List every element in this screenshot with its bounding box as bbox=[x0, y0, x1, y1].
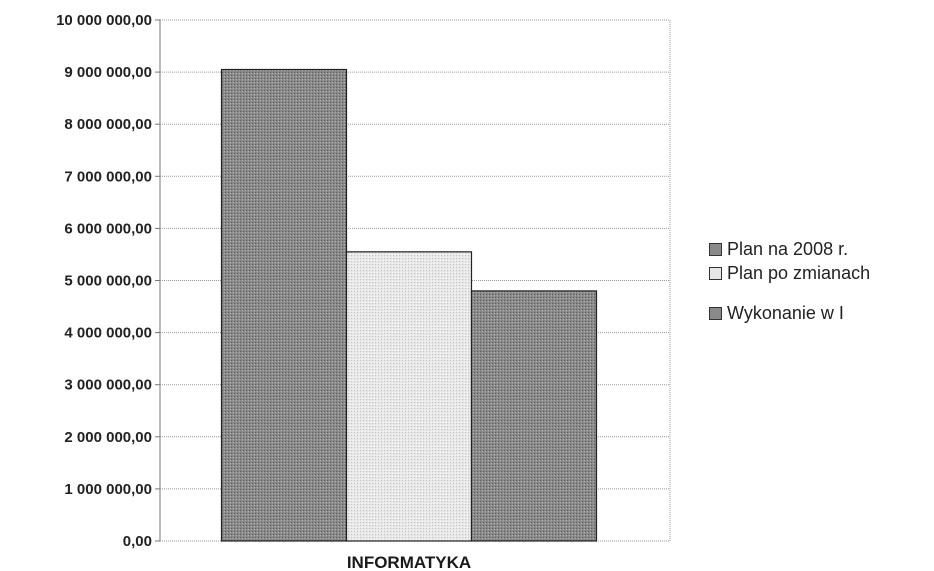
bar-2 bbox=[345, 251, 473, 542]
y-tick-label: 9 000 000,00 bbox=[64, 64, 152, 81]
legend-swatch-dark-icon bbox=[709, 306, 722, 320]
y-tick-label: 7 000 000,00 bbox=[64, 168, 152, 185]
bars bbox=[220, 68, 598, 542]
y-tick-label: 0,00 bbox=[123, 533, 152, 550]
legend-item-plan-2008: Plan na 2008 r. bbox=[709, 237, 934, 261]
legend-item-plan-po-zmianach: Plan po zmianach bbox=[709, 261, 934, 285]
y-tick-labels: 0,00 1 000 000,00 2 000 000,00 3 000 000,00… bbox=[56, 12, 152, 550]
y-tick-label: 10 000 000,00 bbox=[56, 12, 152, 29]
legend-item-wykonanie: Wykonanie w I bbox=[709, 301, 934, 325]
y-tick-label: 8 000 000,00 bbox=[64, 116, 152, 133]
legend-label: Plan po zmianach bbox=[727, 262, 871, 283]
legend: Plan na 2008 r. Plan po zmianach Wykonan… bbox=[709, 237, 934, 325]
legend-swatch-light-icon bbox=[709, 266, 722, 280]
y-tick-label: 4 000 000,00 bbox=[64, 325, 152, 342]
x-category-labels: INFORMATYKA bbox=[347, 553, 471, 571]
x-category-label: INFORMATYKA bbox=[347, 553, 471, 571]
bar-3 bbox=[470, 290, 598, 542]
legend-label: Wykonanie w I bbox=[727, 302, 844, 323]
y-tick-label: 5 000 000,00 bbox=[64, 273, 152, 290]
legend-swatch-dark-icon bbox=[709, 242, 722, 256]
y-tick-label: 3 000 000,00 bbox=[64, 377, 152, 394]
y-tick-label: 6 000 000,00 bbox=[64, 220, 152, 237]
legend-label: Plan na 2008 r. bbox=[727, 238, 849, 259]
y-tick-label: 1 000 000,00 bbox=[64, 481, 152, 498]
bar-1 bbox=[220, 68, 348, 542]
y-tick-label: 2 000 000,00 bbox=[64, 429, 152, 446]
